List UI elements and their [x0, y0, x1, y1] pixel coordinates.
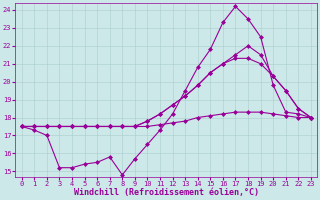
- X-axis label: Windchill (Refroidissement éolien,°C): Windchill (Refroidissement éolien,°C): [74, 188, 259, 197]
